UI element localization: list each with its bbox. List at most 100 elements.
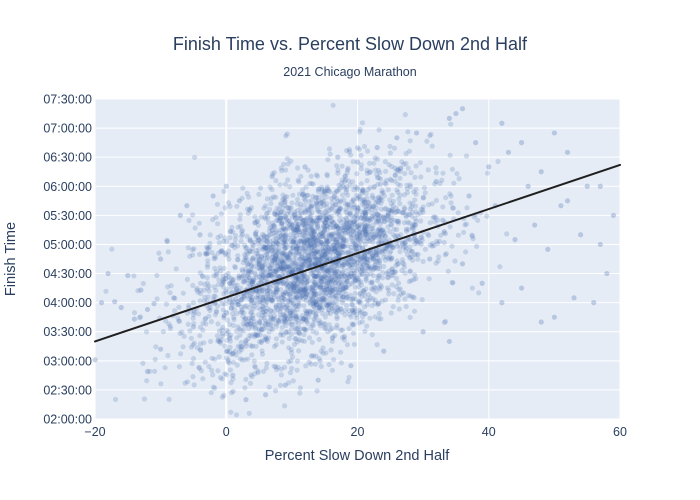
data-point	[311, 273, 317, 279]
data-point	[239, 309, 245, 315]
data-point	[281, 215, 287, 221]
data-point	[324, 254, 330, 260]
data-point	[284, 315, 290, 321]
data-point	[262, 334, 268, 340]
data-point	[295, 165, 301, 171]
data-point	[346, 225, 352, 231]
data-point	[213, 308, 219, 314]
data-point	[271, 343, 278, 350]
data-point	[253, 343, 259, 349]
data-point	[376, 175, 382, 181]
data-point	[371, 160, 377, 166]
data-point	[296, 330, 302, 336]
data-point	[296, 295, 302, 301]
data-point	[323, 247, 329, 253]
data-point	[135, 288, 141, 294]
data-point	[418, 206, 424, 212]
data-point	[403, 214, 409, 220]
data-point	[281, 296, 287, 302]
data-point	[331, 357, 337, 363]
data-point	[356, 266, 362, 272]
data-point	[296, 303, 302, 309]
data-point	[300, 263, 307, 269]
data-point	[332, 247, 338, 253]
data-point	[173, 266, 179, 272]
data-point	[360, 262, 366, 268]
data-point	[274, 273, 281, 279]
data-point	[334, 265, 340, 271]
data-point	[209, 249, 215, 256]
data-point	[300, 232, 306, 238]
data-point	[340, 294, 346, 300]
x-tick-label: 40	[482, 425, 496, 439]
data-point	[280, 259, 286, 266]
data-point	[278, 287, 284, 293]
data-point	[253, 248, 260, 254]
data-point	[249, 324, 255, 330]
data-point	[398, 291, 404, 297]
data-point	[301, 338, 308, 344]
data-point	[397, 175, 403, 181]
data-point	[264, 233, 270, 240]
data-point	[271, 294, 277, 300]
data-point	[261, 232, 267, 238]
data-point	[240, 185, 246, 191]
data-point	[287, 184, 293, 190]
data-point	[272, 233, 278, 239]
data-point	[257, 294, 263, 300]
data-point	[342, 230, 348, 236]
data-point	[194, 345, 200, 351]
data-point	[281, 236, 287, 243]
data-point	[269, 187, 275, 193]
data-point	[366, 265, 372, 271]
data-point	[355, 225, 362, 231]
data-point	[413, 238, 419, 244]
data-point	[228, 351, 235, 357]
data-point	[198, 347, 204, 353]
data-point	[346, 258, 352, 265]
data-point	[412, 223, 418, 229]
data-point	[265, 296, 271, 302]
data-point	[302, 308, 308, 314]
data-point	[326, 207, 332, 214]
data-point	[365, 260, 371, 266]
data-point	[322, 292, 328, 298]
data-point	[313, 200, 320, 206]
data-point	[368, 226, 374, 232]
data-point	[273, 323, 280, 329]
data-point	[393, 240, 400, 246]
data-point	[359, 201, 365, 207]
data-point	[308, 293, 314, 299]
data-point	[284, 307, 290, 313]
data-point	[259, 266, 265, 272]
data-point	[347, 256, 353, 263]
data-point	[437, 238, 443, 244]
data-point	[375, 181, 381, 187]
data-point	[234, 282, 240, 288]
data-point	[293, 278, 300, 284]
data-point	[374, 172, 380, 178]
data-point	[301, 236, 307, 242]
data-point	[164, 237, 170, 243]
data-point	[311, 245, 317, 251]
data-point	[371, 284, 377, 290]
data-point	[357, 256, 363, 262]
data-point	[316, 271, 322, 277]
data-point	[295, 227, 301, 233]
data-point	[320, 252, 326, 258]
data-point	[339, 246, 345, 252]
data-point	[260, 292, 266, 298]
data-point	[476, 290, 482, 296]
density-cloud	[103, 102, 510, 418]
data-point	[311, 272, 317, 278]
data-point	[291, 230, 297, 236]
data-point	[364, 323, 370, 329]
data-point	[304, 215, 310, 221]
data-point	[284, 303, 290, 309]
data-point	[343, 209, 349, 215]
data-point	[312, 282, 318, 288]
data-point	[268, 294, 274, 300]
data-point	[291, 260, 297, 266]
data-point	[336, 246, 342, 252]
data-point	[196, 220, 202, 226]
